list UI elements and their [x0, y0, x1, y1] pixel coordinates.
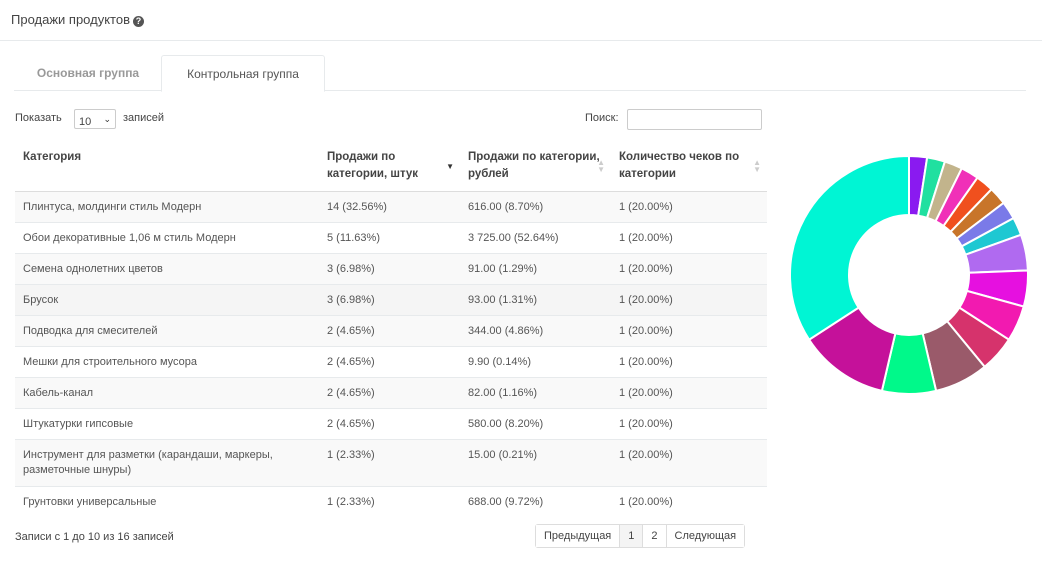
tab-main-group[interactable]: Основная группа [36, 66, 140, 80]
cell-receipts: 1 (20.00%) [611, 191, 767, 223]
cell-sales-rubles: 15.00 (0.21%) [460, 439, 611, 487]
cell-category: Кабель-канал [15, 377, 319, 409]
cell-sales-units: 2 (4.65%) [319, 408, 460, 440]
column-header-label: Количество чеков по категории [619, 151, 740, 180]
table-info: Записи с 1 до 10 из 16 записей [15, 531, 174, 543]
column-header-label: Продажи по категории, штук [327, 151, 419, 180]
cell-category: Плинтуса, молдинги стиль Модерн [15, 191, 319, 223]
table-row[interactable]: Брусок 3 (6.98%) 93.00 (1.31%) 1 (20.00%) [15, 284, 767, 316]
cell-receipts: 1 (20.00%) [611, 439, 767, 487]
page-size-select[interactable]: 10 ⌄ [74, 109, 116, 129]
panel-title-text: Продажи продуктов [11, 12, 130, 27]
table-row[interactable]: Семена однолетних цветов 3 (6.98%) 91.00 (… [15, 253, 767, 285]
table-row[interactable]: Подводка для смесителей 2 (4.65%) 344.00 (… [15, 315, 767, 347]
cell-receipts: 1 (20.00%) [611, 284, 767, 316]
table-row[interactable]: Штукатурки гипсовые 2 (4.65%) 580.00 (8.20… [15, 408, 767, 440]
search-label: Поиск: [585, 112, 619, 124]
donut-slice[interactable] [789, 154, 910, 342]
table-row[interactable]: Мешки для строительного мусора 2 (4.65%) 9… [15, 346, 767, 378]
cell-category: Грунтовки универсальные [15, 486, 319, 518]
page-button-2[interactable]: 2 [642, 525, 666, 547]
page-size-value: 10 [79, 116, 92, 128]
cell-receipts: 1 (20.00%) [611, 408, 767, 440]
cell-sales-units: 3 (6.98%) [319, 284, 460, 316]
table-row[interactable]: Кабель-канал 2 (4.65%) 82.00 (1.16%) 1 (20.… [15, 377, 767, 409]
cell-sales-units: 2 (4.65%) [319, 346, 460, 378]
cell-sales-rubles: 580.00 (8.20%) [460, 408, 611, 440]
sales-donut-chart [789, 154, 1029, 395]
cell-sales-rubles: 9.90 (0.14%) [460, 346, 611, 378]
cell-category: Штукатурки гипсовые [15, 408, 319, 440]
cell-category: Семена однолетних цветов [15, 253, 319, 285]
table-row[interactable]: Плинтуса, молдинги стиль Модерн 14 (32.56… [15, 191, 767, 223]
column-header-sales-rubles[interactable]: Продажи по категории, рублей ▲ ▼ [460, 139, 611, 192]
column-header-label: Категория [23, 151, 82, 163]
cell-sales-units: 2 (4.65%) [319, 377, 460, 409]
panel-title: Продажи продуктов? [11, 12, 144, 27]
cell-receipts: 1 (20.00%) [611, 377, 767, 409]
column-header-receipts[interactable]: Количество чеков по категории ▲ ▼ [611, 139, 767, 192]
show-suffix-label: записей [123, 112, 165, 124]
table-header-row: Категория Продажи по категории, штук ▼ Пр… [15, 139, 767, 192]
column-header-category[interactable]: Категория [15, 139, 319, 192]
sort-both-icon: ▲ ▼ [753, 158, 761, 174]
cell-category: Инструмент для разметки (карандаши, марк… [15, 439, 319, 487]
cell-sales-rubles: 93.00 (1.31%) [460, 284, 611, 316]
sales-table: Категория Продажи по категории, штук ▼ Пр… [15, 139, 767, 518]
cell-receipts: 1 (20.00%) [611, 253, 767, 285]
table-row[interactable]: Грунтовки универсальные 1 (2.33%) 688.00 (… [15, 486, 767, 518]
cell-sales-units: 3 (6.98%) [319, 253, 460, 285]
page-button-1[interactable]: 1 [619, 525, 643, 547]
previous-page-button[interactable]: Предыдущая [536, 525, 620, 547]
cell-receipts: 1 (20.00%) [611, 315, 767, 347]
column-header-label: Продажи по категории, рублей [468, 151, 600, 180]
cell-receipts: 1 (20.00%) [611, 486, 767, 518]
cell-category: Обои декоративные 1,06 м стиль Модерн [15, 222, 319, 254]
table-body: Плинтуса, молдинги стиль Модерн 14 (32.56… [15, 191, 767, 518]
cell-sales-rubles: 3 725.00 (52.64%) [460, 222, 611, 254]
tab-control-group[interactable]: Контрольная группа [161, 55, 325, 92]
cell-sales-rubles: 82.00 (1.16%) [460, 377, 611, 409]
cell-receipts: 1 (20.00%) [611, 346, 767, 378]
search-input[interactable] [627, 109, 762, 130]
cell-sales-units: 1 (2.33%) [319, 486, 460, 518]
cell-sales-rubles: 91.00 (1.29%) [460, 253, 611, 285]
show-label: Показать [15, 112, 62, 124]
table-row[interactable]: Инструмент для разметки (карандаши, марк… [15, 439, 767, 487]
cell-sales-units: 1 (2.33%) [319, 439, 460, 487]
pagination: Предыдущая 1 2 Следующая [535, 524, 746, 548]
cell-sales-units: 14 (32.56%) [319, 191, 460, 223]
table-row[interactable]: Обои декоративные 1,06 м стиль Модерн 5 (… [15, 222, 767, 254]
cell-sales-rubles: 616.00 (8.70%) [460, 191, 611, 223]
cell-receipts: 1 (20.00%) [611, 222, 767, 254]
panel-header: Продажи продуктов? [0, 0, 1042, 41]
question-circle-icon[interactable]: ? [132, 16, 144, 27]
cell-sales-rubles: 344.00 (4.86%) [460, 315, 611, 347]
cell-category: Подводка для смесителей [15, 315, 319, 347]
column-header-sales-units[interactable]: Продажи по категории, штук ▼ [319, 139, 460, 192]
group-tabs: Основная группа Контрольная группа [14, 55, 1026, 92]
cell-category: Брусок [15, 284, 319, 316]
chevron-down-icon: ⌄ [103, 114, 111, 124]
cell-sales-rubles: 688.00 (9.72%) [460, 486, 611, 518]
cell-sales-units: 2 (4.65%) [319, 315, 460, 347]
sort-both-icon: ▲ ▼ [597, 158, 605, 174]
sort-desc-icon: ▼ [446, 162, 454, 171]
next-page-button[interactable]: Следующая [665, 525, 745, 547]
cell-sales-units: 5 (11.63%) [319, 222, 460, 254]
cell-category: Мешки для строительного мусора [15, 346, 319, 378]
